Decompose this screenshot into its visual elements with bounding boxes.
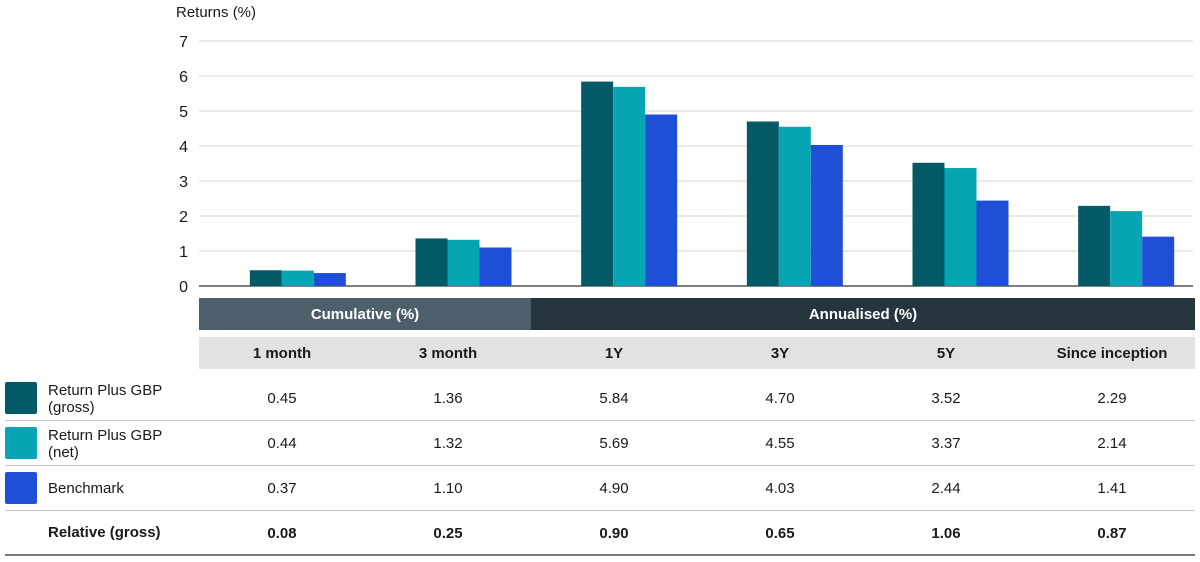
bar-return-plus-gbp-gross-5y (912, 162, 945, 286)
row-label-gross: Return Plus GBP (gross) (48, 382, 198, 416)
y-axis-ticks: 0 1 2 3 4 5 6 7 (179, 34, 188, 296)
period-1-month: 1 month (252, 344, 312, 362)
table-row-relative: Relative (gross) 0.08 0.25 0.90 0.65 1.0… (5, 511, 1195, 556)
y-tick-label-3: 3 (179, 174, 188, 191)
y-tick-label-4: 4 (179, 139, 188, 156)
bar-benchmark-since-inception (1142, 236, 1175, 286)
bar-return-plus-gbp-net-3y (778, 126, 811, 286)
value-relative-3y: 0.65 (765, 525, 795, 542)
bar-benchmark-3-month (479, 247, 512, 286)
y-tick-label-7: 7 (179, 34, 188, 51)
value-gross-1-month: 0.45 (267, 390, 297, 407)
y-tick-label-6: 6 (179, 69, 188, 86)
row-label-net-line2: (net) (48, 444, 79, 461)
row-label-benchmark: Benchmark (48, 480, 124, 497)
value-relative-since-inception: 0.87 (1097, 525, 1127, 542)
bar-benchmark-1y (645, 114, 678, 286)
period-3y: 3Y (770, 344, 790, 362)
legend-swatch-net (5, 427, 37, 459)
row-label-gross-line2: (gross) (48, 399, 95, 416)
y-tick-label-1: 1 (179, 244, 188, 261)
value-net-since-inception: 2.14 (1097, 435, 1127, 452)
bar-return-plus-gbp-gross-3y (746, 121, 779, 286)
value-gross-since-inception: 2.29 (1097, 390, 1127, 407)
value-relative-3-month: 0.25 (433, 525, 463, 542)
value-net-3-month: 1.32 (433, 435, 463, 452)
value-relative-5y: 1.06 (931, 525, 961, 542)
bar-benchmark-1-month (313, 273, 346, 286)
row-label-gross-line1: Return Plus GBP (48, 382, 163, 399)
value-net-1y: 5.69 (599, 435, 629, 452)
value-gross-3y: 4.70 (765, 390, 795, 407)
gridlines (199, 40, 1193, 287)
period-5y: 5Y (936, 344, 956, 362)
value-benchmark-1y: 4.90 (599, 480, 629, 497)
bar-return-plus-gbp-net-3-month (447, 239, 480, 286)
bar-return-plus-gbp-net-1-month (281, 270, 314, 286)
value-benchmark-3-month: 1.10 (433, 480, 463, 497)
value-net-1-month: 0.44 (267, 435, 297, 452)
bar-return-plus-gbp-gross-since-inception (1078, 205, 1111, 286)
bar-return-plus-gbp-gross-1y (581, 81, 614, 286)
period-3-month: 3 month (418, 344, 478, 362)
table-row-benchmark: Benchmark 0.37 1.10 4.90 4.03 2.44 1.41 (5, 466, 1195, 511)
row-label-net: Return Plus GBP (net) (48, 427, 198, 461)
table-row-net: Return Plus GBP (net) 0.44 1.32 5.69 4.5… (5, 421, 1195, 466)
row-label-relative: Relative (gross) (48, 524, 161, 541)
y-tick-label-0: 0 (179, 279, 188, 296)
bar-benchmark-5y (976, 200, 1009, 286)
value-gross-3-month: 1.36 (433, 390, 463, 407)
y-tick-label-5: 5 (179, 104, 188, 121)
y-tick-label-2: 2 (179, 209, 188, 226)
annualised-group-header: Annualised (%) (531, 298, 1195, 330)
bar-return-plus-gbp-net-since-inception (1110, 211, 1143, 286)
value-benchmark-1-month: 0.37 (267, 480, 297, 497)
value-gross-1y: 5.84 (599, 390, 629, 407)
value-benchmark-since-inception: 1.41 (1097, 480, 1127, 497)
value-benchmark-3y: 4.03 (765, 480, 795, 497)
legend-swatch-gross (5, 382, 37, 414)
value-net-5y: 3.37 (931, 435, 961, 452)
bar-return-plus-gbp-net-1y (613, 86, 646, 286)
returns-bar-chart: Returns (%) 0 1 2 3 4 5 6 7 (176, 4, 1193, 296)
value-net-3y: 4.55 (765, 435, 795, 452)
period-1y: 1Y (604, 344, 624, 362)
table-row-gross: Return Plus GBP (gross) 0.45 1.36 5.84 4… (5, 376, 1195, 421)
bar-return-plus-gbp-net-5y (944, 168, 977, 286)
value-benchmark-5y: 2.44 (931, 480, 961, 497)
bar-benchmark-3y (810, 144, 843, 286)
bar-return-plus-gbp-gross-3-month (415, 238, 448, 286)
period-since-inception: Since inception (1056, 344, 1168, 362)
y-axis-label: Returns (%) (176, 4, 256, 21)
period-header-row: 1 month 3 month 1Y 3Y 5Y Since inception (199, 337, 1195, 369)
bars (249, 81, 1175, 286)
row-label-net-line1: Return Plus GBP (48, 427, 163, 444)
cumulative-group-header: Cumulative (%) (199, 298, 531, 330)
value-gross-5y: 3.52 (931, 390, 961, 407)
value-relative-1-month: 0.08 (267, 525, 297, 542)
value-relative-1y: 0.90 (599, 525, 629, 542)
bar-return-plus-gbp-gross-1-month (249, 270, 282, 286)
legend-swatch-benchmark (5, 472, 37, 504)
